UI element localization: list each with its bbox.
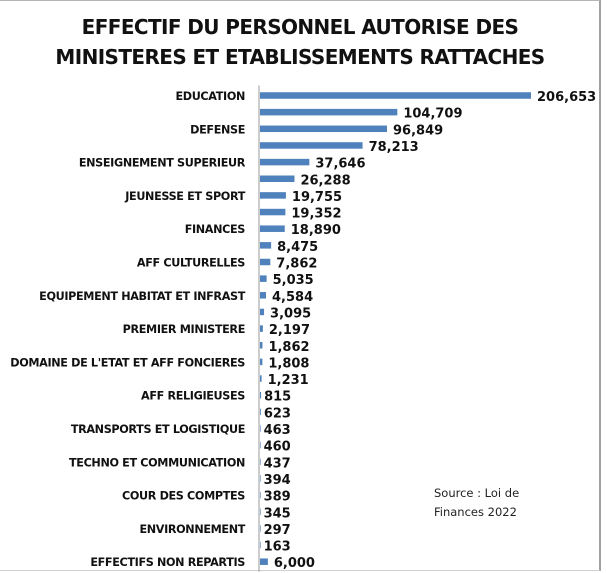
data-label: 389 <box>264 490 291 505</box>
data-label: 8,475 <box>277 240 318 255</box>
bar <box>260 175 295 182</box>
data-label: 104,709 <box>403 107 462 122</box>
chart-title-line-1: EFFECTIF DU PERSONNEL AUTORISE DES <box>81 15 519 39</box>
bar <box>260 375 262 382</box>
data-label: 2,197 <box>269 323 310 338</box>
bar <box>260 292 267 299</box>
bar <box>260 391 262 399</box>
data-label: 19,352 <box>291 207 341 222</box>
category-tick-label: EDUCATION <box>175 90 245 103</box>
category-tick-label: FINANCES <box>185 223 246 236</box>
data-label: 815 <box>264 390 291 405</box>
source-line-1: Source : Loi de <box>434 486 520 500</box>
category-tick-label: DOMAINE DE L'ETAT ET AFF FONCIERES <box>10 356 245 369</box>
category-tick-label: AFF CULTURELLES <box>137 257 245 270</box>
data-label: 297 <box>264 523 291 538</box>
bar <box>260 441 261 449</box>
data-label: 460 <box>264 440 291 455</box>
bar <box>260 208 286 216</box>
data-label: 26,288 <box>300 173 350 188</box>
bar <box>260 425 261 432</box>
category-tick-label: PREMIER MINISTERE <box>123 323 245 336</box>
bar <box>260 275 267 282</box>
bar <box>260 558 268 565</box>
data-label: 206,653 <box>537 90 596 105</box>
chart-title: EFFECTIF DU PERSONNEL AUTORISE DES MINIS… <box>0 12 600 72</box>
category-tick-label: AFF RELIGIEUSES <box>141 390 245 403</box>
bar <box>260 508 261 515</box>
bar <box>260 225 285 232</box>
bar <box>260 408 261 416</box>
category-tick-label: COUR DES COMPTES <box>122 490 245 503</box>
bar <box>260 158 310 166</box>
data-label: 5,035 <box>273 273 314 288</box>
data-label: 18,890 <box>291 223 341 238</box>
data-label: 4,584 <box>272 290 313 305</box>
bar <box>260 142 363 149</box>
data-label: 78,213 <box>369 140 419 155</box>
data-label: 3,095 <box>270 306 311 321</box>
data-label: 37,646 <box>315 157 365 172</box>
data-label: 7,862 <box>276 257 317 272</box>
source-line-2: Finances 2022 <box>434 505 517 519</box>
category-tick-label: ENSEIGNEMENT SUPERIEUR <box>79 157 246 170</box>
data-label: 437 <box>264 456 291 471</box>
bar <box>260 458 261 466</box>
data-label: 163 <box>264 540 291 555</box>
data-label: 1,862 <box>268 340 309 355</box>
category-tick-label: ENVIRONNEMENT <box>139 523 245 536</box>
source-annotation: Source : Loi de Finances 2022 <box>434 484 519 522</box>
bar <box>260 525 261 532</box>
bar <box>260 258 271 266</box>
bar <box>260 325 263 332</box>
category-tick-label: DEFENSE <box>190 123 245 136</box>
category-tick-label: TRANSPORTS ET LOGISTIQUE <box>71 423 245 436</box>
category-tick-label: JEUNESSE ET SPORT <box>124 190 245 203</box>
data-label: 96,849 <box>393 123 443 138</box>
data-label: 1,808 <box>268 356 309 371</box>
category-tick-label: EQUIPEMENT HABITAT ET INFRAST <box>39 290 246 303</box>
bar <box>260 242 272 249</box>
bar <box>260 125 388 133</box>
data-label: 6,000 <box>274 556 315 571</box>
data-label: 19,755 <box>292 190 342 205</box>
data-label: 394 <box>264 473 291 488</box>
category-tick-label: TECHNO ET COMMUNICATION <box>69 456 245 469</box>
chart-title-line-2: MINISTERES ET ETABLISSEMENTS RATTACHES <box>55 45 545 69</box>
bar <box>260 342 263 349</box>
bar <box>260 475 261 482</box>
category-tick-label: EFFECTIFS NON REPARTIS <box>90 556 245 569</box>
bar <box>260 192 286 199</box>
data-label: 623 <box>264 406 291 421</box>
data-label: 345 <box>264 506 291 521</box>
data-label: 1,231 <box>268 373 309 388</box>
bar <box>260 92 531 99</box>
bar <box>260 541 261 549</box>
bar <box>260 491 261 499</box>
bar <box>260 108 398 116</box>
bar <box>260 308 265 316</box>
data-label: 463 <box>264 423 291 438</box>
bar <box>260 358 263 366</box>
